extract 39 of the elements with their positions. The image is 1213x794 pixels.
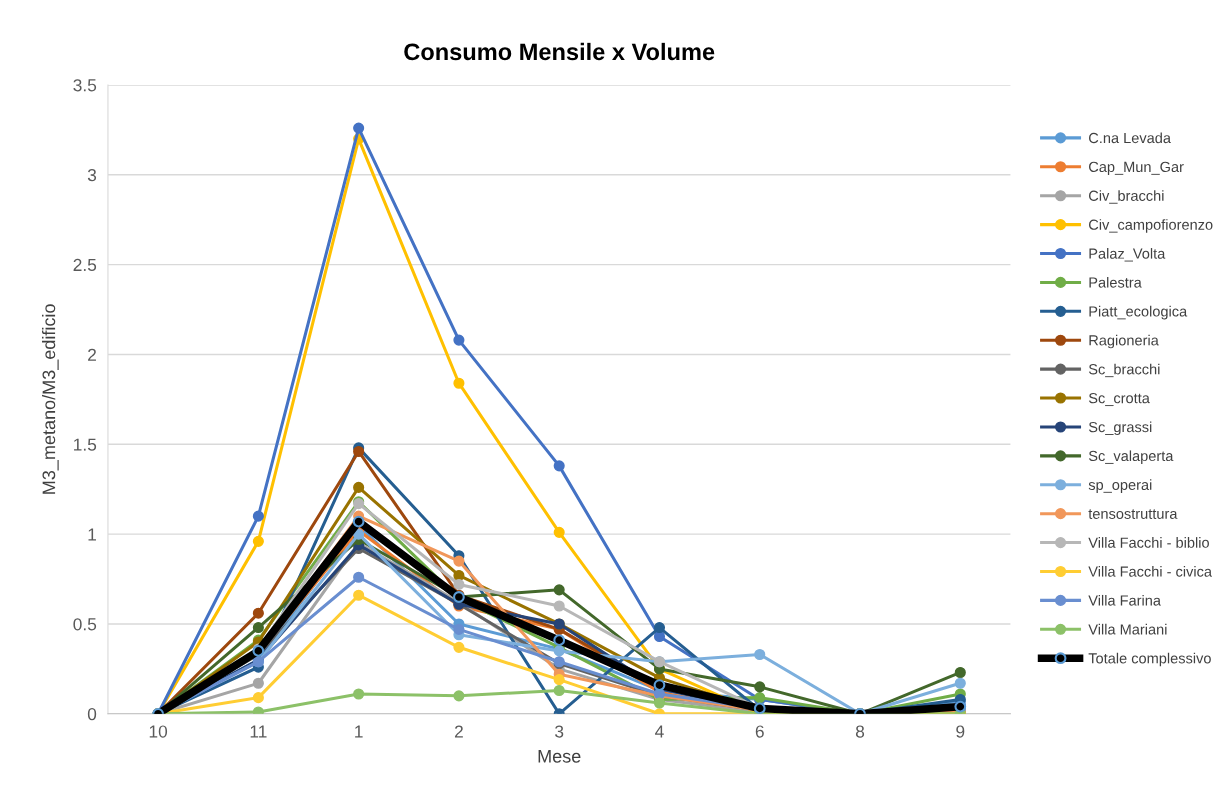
y-tick-label: 0 (87, 707, 97, 721)
legend-label: Ragioneria (1089, 334, 1159, 349)
legend-label: Civ_campofiorenzo (1089, 219, 1213, 233)
y-tick-label: 0.5 (73, 618, 97, 631)
legend-label: Sc_bracchi (1088, 363, 1160, 378)
legend-label: Villa Mariani (1088, 623, 1167, 635)
legend-label: Civ_bracchi (1089, 190, 1164, 204)
legend-label: C.na Levada (1089, 132, 1171, 144)
x-tick-label: 8 (855, 725, 865, 738)
x-axis-title: Mese (538, 750, 581, 763)
x-tick-label: 10 (149, 725, 168, 738)
legend-label: Villa Farina (1088, 594, 1161, 606)
legend-label: Cap_Mun_Gar (1089, 161, 1184, 175)
y-tick-label: 2.5 (73, 258, 97, 272)
x-tick-label: 3 (555, 725, 564, 738)
x-tick-label: 6 (755, 725, 764, 738)
x-tick-label: 4 (655, 725, 664, 738)
y-axis-title: M3_metano/M3_edificio (41, 304, 59, 494)
legend-label: tensostruttura (1088, 509, 1178, 519)
x-tick-label: 2 (454, 725, 463, 738)
legend-label: Sc_valaperta (1088, 450, 1174, 464)
x-tick-label: 11 (250, 725, 267, 738)
legend-label: sp_operai (1088, 479, 1152, 493)
legend-label: Piatt_ecologica (1089, 305, 1188, 320)
legend-label: Sc_grassi (1088, 421, 1152, 436)
legend-label: Villa Facchi - civica (1088, 566, 1212, 577)
x-tick-label: 9 (956, 725, 965, 738)
x-tick-label: 1 (355, 725, 363, 738)
legend-label: Palaz_Volta (1089, 248, 1166, 262)
y-tick-label: 3.5 (73, 79, 97, 92)
chart-title: Consumo Mensile x Volume (404, 42, 715, 61)
y-tick-label: 1.5 (74, 438, 97, 451)
legend-label: Totale complessivo (1088, 652, 1211, 667)
legend-label: Sc_crotta (1088, 392, 1150, 407)
legend-label: Palestra (1089, 276, 1142, 288)
y-tick-label: 1 (88, 528, 96, 541)
legend-label: Villa Facchi - biblio (1088, 537, 1209, 548)
y-tick-label: 3 (87, 168, 97, 182)
y-tick-label: 2 (88, 348, 96, 361)
